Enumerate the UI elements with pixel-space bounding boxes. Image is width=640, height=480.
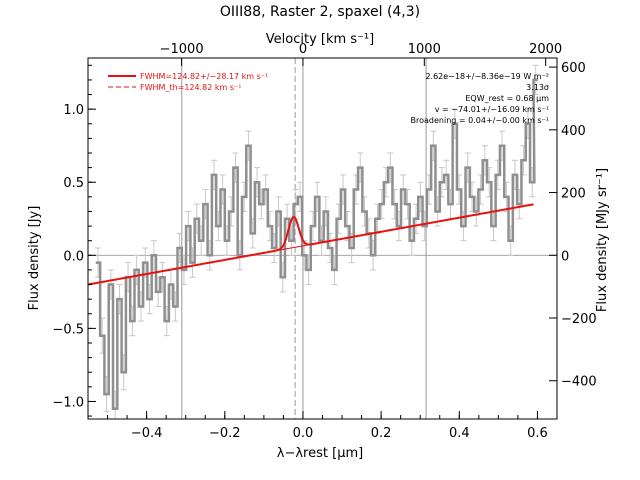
x-tick-label: −0.2	[209, 426, 241, 441]
x-tick-label: −0.4	[131, 426, 163, 441]
x2-tick-label: −1000	[160, 42, 204, 57]
fit-line	[88, 203, 534, 286]
x2-tick-label: 1000	[408, 42, 441, 57]
annotation-velocity: v = −74.01+/−16.09 km s⁻¹	[435, 105, 549, 114]
y-tick-label: 0.5	[63, 176, 84, 191]
annotation-eqw: EQW_rest = 0.68 μm	[465, 94, 549, 103]
y-tick-label: −0.5	[52, 322, 84, 337]
x2-tick-label: 0	[299, 42, 307, 57]
fit-annotations: 2.62e−18+/−8.36e−19 W m⁻² 3.13σ EQW_rest…	[411, 72, 550, 125]
right-axis-label: Flux density [MJy sr⁻¹]	[595, 168, 610, 312]
chart-title: OIII88, Raster 2, spaxel (4,3)	[220, 4, 420, 20]
annotation-significance: 3.13σ	[526, 83, 549, 92]
y2-tick-label: −400	[561, 375, 597, 390]
x-tick-label: 0.0	[293, 426, 314, 441]
x-tick-label: 0.2	[371, 426, 392, 441]
plot-area: −0.4 −0.2 0.0 0.2 0.4 0.6−1000 0 1000 2000−1.0−0…	[52, 42, 596, 441]
y-tick-label: 0.0	[63, 249, 84, 264]
left-axis-label: Flux density [Jy]	[27, 206, 42, 311]
legend-entry-fwhm: FWHM=124.82+/−28.17 km s⁻¹	[140, 72, 268, 81]
y2-tick-label: 600	[561, 61, 586, 76]
y-tick-label: 1.0	[63, 103, 84, 118]
legend: FWHM=124.82+/−28.17 km s⁻¹ FWHM_th=124.8…	[108, 72, 268, 92]
y2-tick-label: 0	[561, 249, 569, 264]
y-tick-label: −1.0	[52, 395, 84, 410]
x-tick-label: 0.4	[449, 426, 470, 441]
legend-entry-fwhm-th: FWHM_th=124.82 km s⁻¹	[140, 83, 241, 92]
data-step-line	[95, 78, 538, 411]
y2-tick-label: 400	[561, 124, 586, 139]
annotation-broadening: Broadening = 0.04+/−0.00 km s⁻¹	[411, 116, 549, 125]
x2-tick-label: 2000	[529, 42, 562, 57]
bottom-axis-label: λ−λrest [μm]	[277, 446, 363, 461]
y2-tick-label: −200	[561, 312, 597, 327]
y2-tick-label: 200	[561, 187, 586, 202]
top-axis-label: Velocity [km s⁻¹]	[266, 32, 374, 47]
x-tick-label: 0.6	[527, 426, 548, 441]
annotation-line-flux: 2.62e−18+/−8.36e−19 W m⁻²	[425, 72, 549, 81]
